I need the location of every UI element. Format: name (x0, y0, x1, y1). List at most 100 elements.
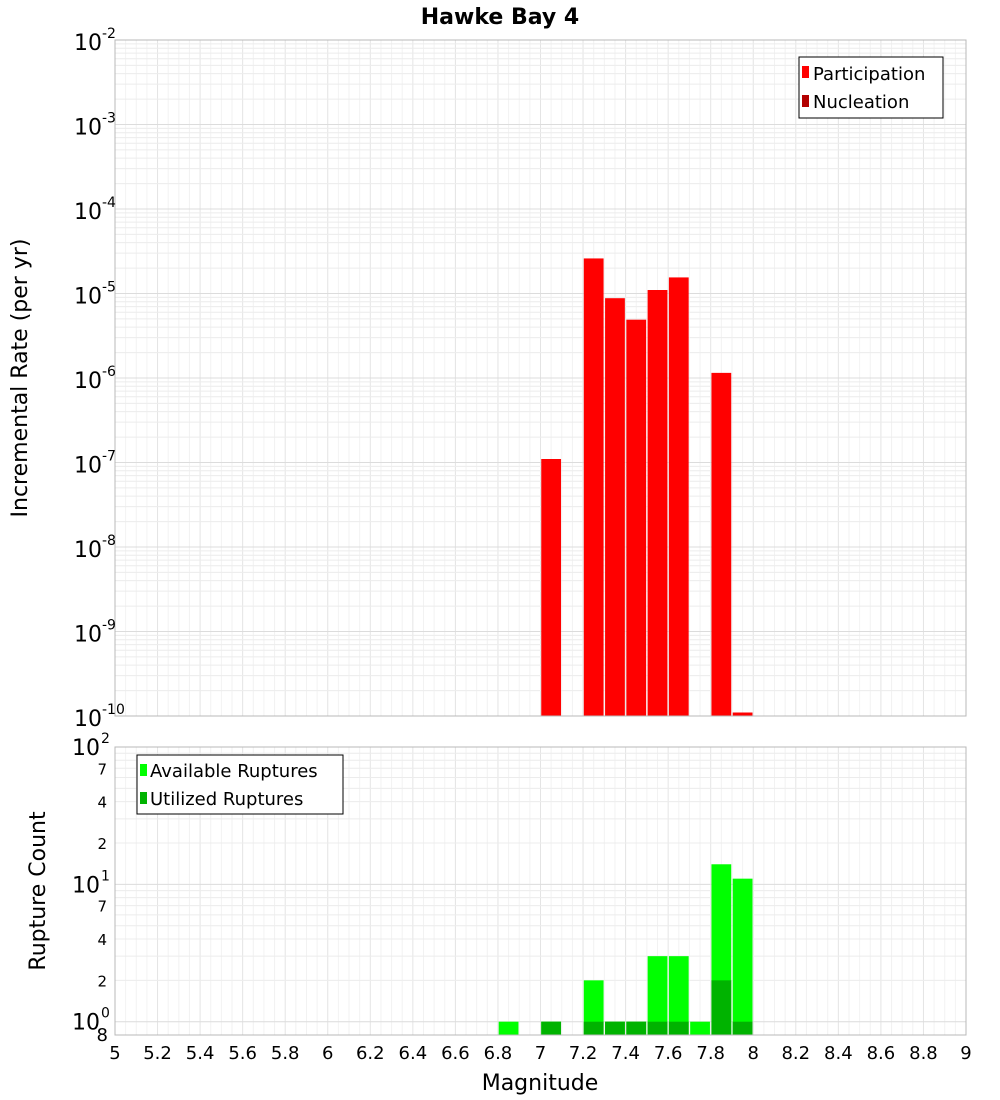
rate-y-tick-exponent: -5 (102, 280, 116, 296)
utilized-legend-label: Utilized Ruptures (150, 789, 303, 810)
participation-legend-label: Participation (813, 64, 925, 85)
x-tick-label: 8.2 (781, 1043, 810, 1064)
x-tick-label: 5.4 (186, 1043, 215, 1064)
x-tick-label: 6.4 (399, 1043, 428, 1064)
count-y-minor-tick-label: 7 (97, 760, 107, 778)
x-tick-label: 6.8 (484, 1043, 513, 1064)
participation-bar (583, 258, 604, 716)
x-tick-label: 6.2 (356, 1043, 385, 1064)
available-ruptures-bar (498, 1021, 519, 1035)
x-tick-label: 5.2 (143, 1043, 172, 1064)
rate-legend: Participation Nucleation (798, 56, 944, 119)
x-tick-label: 8.8 (909, 1043, 938, 1064)
utilized-ruptures-bar (583, 1021, 604, 1035)
utilized-ruptures-bar (605, 1021, 625, 1035)
rate-y-tick-label: 10 (74, 707, 102, 732)
rate-legend-box (798, 56, 944, 119)
magnitude-x-ticks: 5 5.2 5.4 5.6 5.8 6 6.2 6.4 6.6 6.8 7 7.2 7.4 7.6 7.8 8… (109, 1043, 971, 1064)
rate-y-tick-exponent: -2 (102, 26, 116, 42)
rate-y-tick-label: 10 (74, 200, 102, 225)
count-legend: Available Ruptures Utilized Ruptures (136, 754, 344, 815)
x-tick-label: 7.2 (569, 1043, 598, 1064)
rate-y-tick-label: 10 (74, 454, 102, 479)
rate-y-tick-exponent: -6 (102, 364, 116, 380)
x-tick-label: 6.6 (441, 1043, 470, 1064)
rate-y-tick-label: 10 (74, 285, 102, 310)
count-y-minor-tick-label: 2 (97, 835, 107, 853)
rate-y-tick-label: 10 (74, 116, 102, 141)
rate-y-tick-exponent: -9 (102, 618, 116, 634)
count-y-tick-label: 10 (72, 1011, 100, 1036)
rate-y-tick-exponent: -3 (102, 111, 116, 127)
chart-title: Hawke Bay 4 (421, 5, 579, 30)
rate-plot-frame (114, 39, 967, 717)
rate-y-ticks: 10-210-310-410-510-610-710-810-910-10 (74, 26, 125, 732)
rate-y-axis-label: Incremental Rate (per yr) (8, 239, 33, 518)
count-y-tick-label: 10 (72, 736, 100, 761)
rate-y-tick-label: 10 (74, 623, 102, 648)
rate-y-tick-label: 10 (74, 31, 102, 56)
utilized-legend-swatch (140, 792, 147, 804)
x-tick-label: 7 (535, 1043, 546, 1064)
utilized-ruptures-bar (541, 1021, 562, 1035)
utilized-ruptures-bar (626, 1021, 647, 1035)
x-tick-label: 9 (960, 1043, 971, 1064)
utilized-ruptures-bar (647, 1021, 668, 1035)
x-tick-label: 5.6 (228, 1043, 257, 1064)
utilized-ruptures-bar (732, 1021, 753, 1035)
participation-bar (647, 290, 668, 716)
available-ruptures-bar (647, 956, 668, 1035)
rate-gridlines (114, 40, 967, 717)
count-y-minor-tick-label: 4 (97, 931, 107, 949)
participation-bar (711, 372, 732, 716)
available-ruptures-bar (732, 878, 753, 1035)
participation-bar (541, 459, 562, 716)
count-y-tick-label: 10 (72, 873, 100, 898)
nucleation-legend-swatch (802, 95, 809, 107)
rate-y-tick-exponent: -7 (102, 449, 116, 465)
count-y-minor-tick-label: 7 (97, 898, 107, 916)
available-ruptures-bar (668, 956, 689, 1035)
x-tick-label: 6 (322, 1043, 333, 1064)
utilized-ruptures-bar (711, 980, 732, 1035)
count-y-axis-label: Rupture Count (26, 811, 51, 971)
x-tick-label: 8.4 (824, 1043, 853, 1064)
participation-bar (732, 712, 753, 716)
participation-bar (668, 277, 689, 716)
count-y-minor-tick-label: 4 (97, 794, 107, 812)
available-legend-swatch (140, 764, 147, 776)
x-tick-label: 5.8 (271, 1043, 300, 1064)
rate-y-tick-exponent: -10 (102, 702, 125, 718)
count-y-tick-exponent: 1 (101, 868, 110, 884)
x-tick-label: 7.4 (611, 1043, 640, 1064)
nucleation-legend-label: Nucleation (813, 92, 909, 113)
available-legend-label: Available Ruptures (150, 761, 318, 782)
count-y-minor-tick-label: 8 (97, 1025, 108, 1046)
count-plot-frame (114, 746, 967, 1036)
rate-panel: 10-210-310-410-510-610-710-810-910-10 In… (8, 26, 967, 732)
available-ruptures-bar (583, 980, 604, 1035)
x-axis-label: Magnitude (482, 1071, 599, 1096)
x-tick-label: 8.6 (867, 1043, 896, 1064)
rate-y-tick-exponent: -4 (102, 195, 116, 211)
count-bars (498, 864, 753, 1035)
participation-legend-swatch (802, 66, 809, 78)
count-y-tick-exponent: 2 (101, 731, 110, 747)
count-y-minor-tick-label: 2 (97, 972, 107, 990)
count-y-tick-exponent: 0 (101, 1006, 110, 1022)
rate-y-tick-label: 10 (74, 538, 102, 563)
x-tick-label: 7.6 (654, 1043, 683, 1064)
x-tick-label: 8 (748, 1043, 759, 1064)
count-legend-box (136, 754, 344, 815)
participation-bar (605, 298, 625, 716)
x-tick-label: 7.8 (696, 1043, 725, 1064)
available-ruptures-bar (690, 1021, 710, 1035)
utilized-ruptures-bar (668, 1021, 689, 1035)
x-tick-label: 5 (109, 1043, 120, 1064)
rate-bars (541, 258, 753, 716)
participation-bar (626, 319, 647, 716)
rate-y-tick-exponent: -8 (102, 533, 116, 549)
